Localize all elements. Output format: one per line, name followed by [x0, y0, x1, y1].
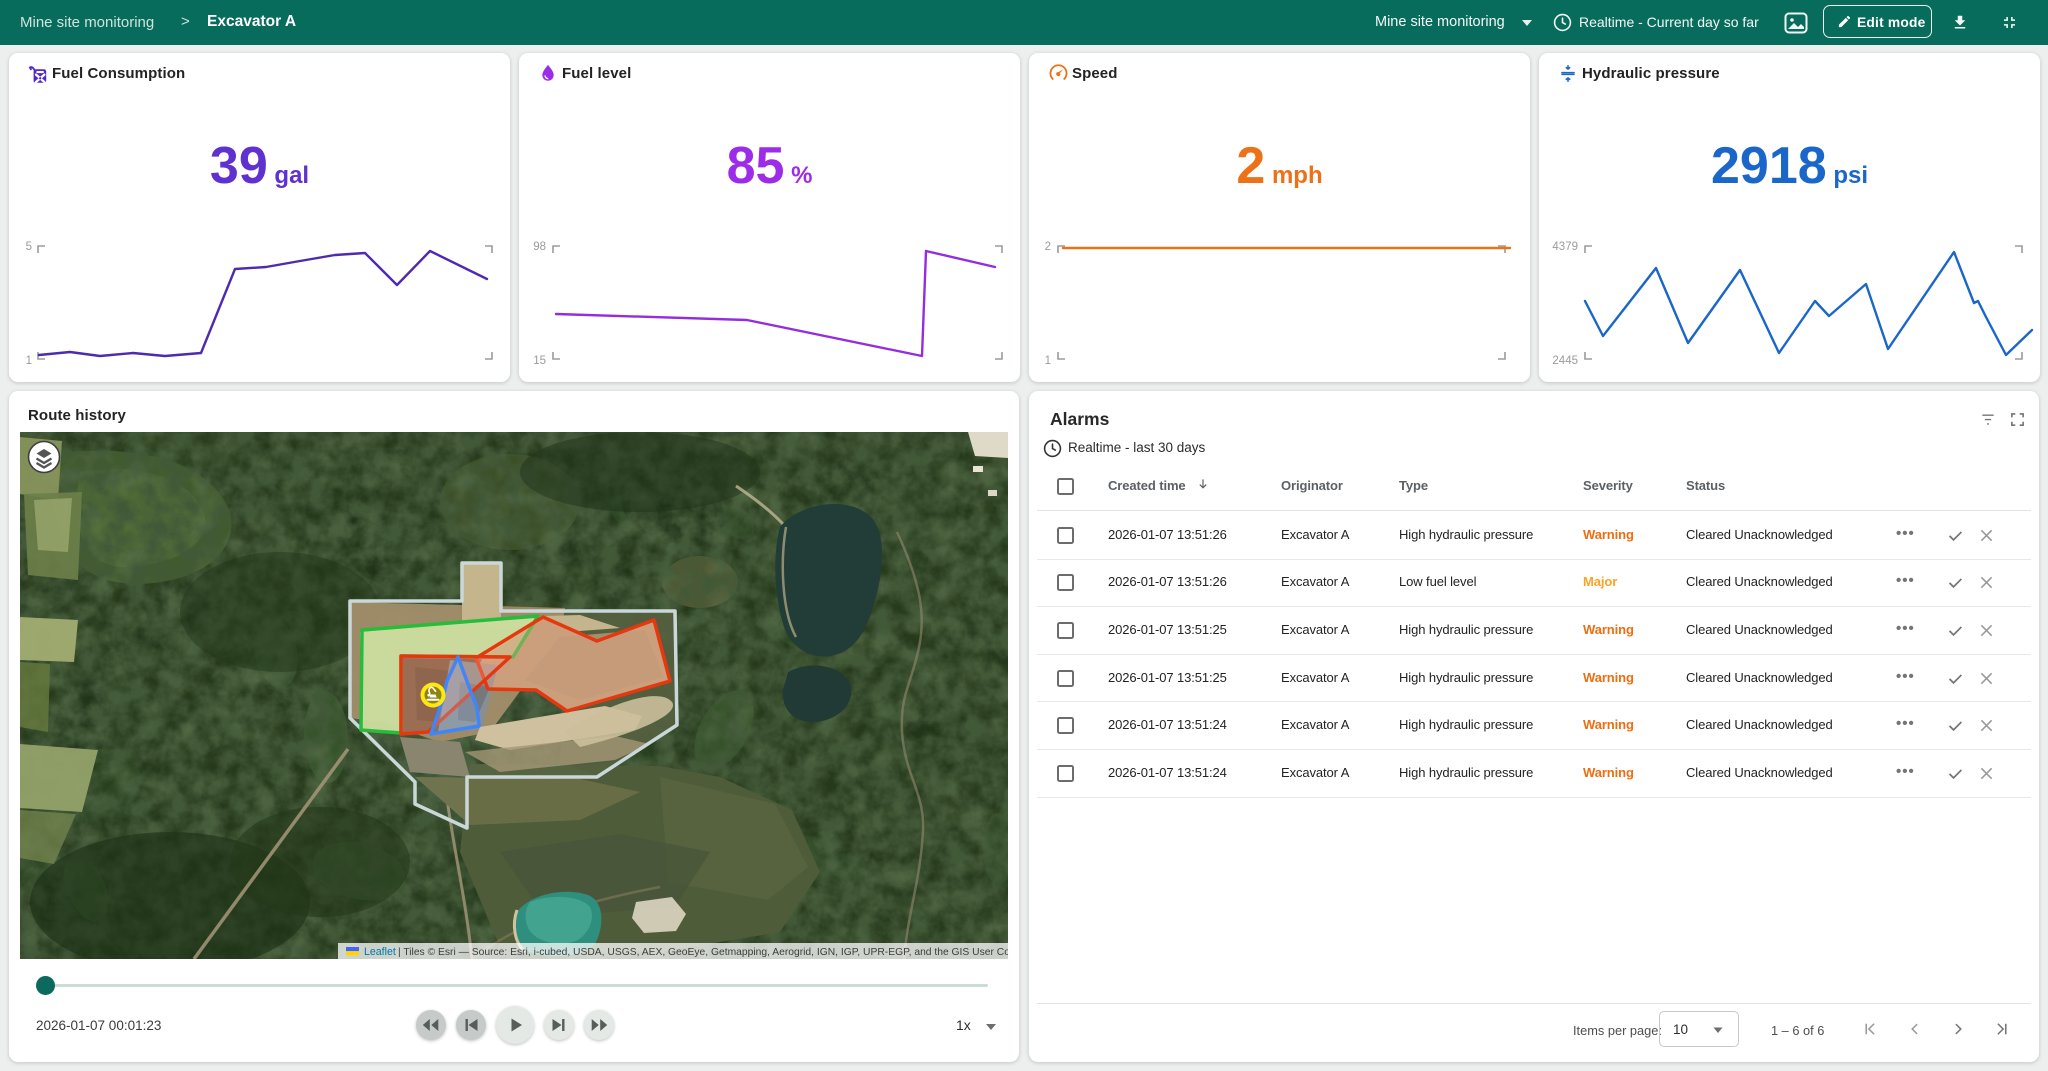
- svg-text:2: 2: [1045, 241, 1051, 253]
- svg-text:| Tiles © Esri — Source: Esri,: | Tiles © Esri — Source: Esri, i-cubed, …: [398, 947, 1008, 958]
- svg-text:1: 1: [26, 355, 32, 367]
- svg-text:98: 98: [533, 241, 546, 253]
- svg-text:Leaflet: Leaflet: [364, 946, 396, 958]
- svg-text:2445: 2445: [1552, 355, 1578, 367]
- svg-text:5: 5: [26, 241, 32, 253]
- svg-text:15: 15: [533, 355, 546, 367]
- svg-text:4379: 4379: [1552, 241, 1578, 253]
- svg-text:1: 1: [1045, 355, 1051, 367]
